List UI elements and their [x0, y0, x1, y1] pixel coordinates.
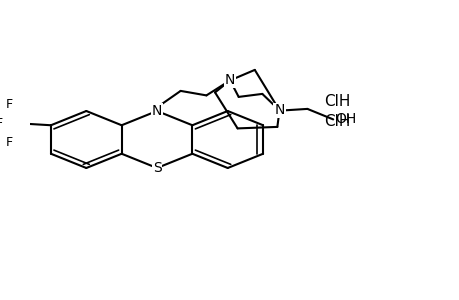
Text: OH: OH: [335, 112, 356, 126]
Text: S: S: [152, 161, 161, 175]
Text: N: N: [151, 104, 162, 118]
Text: F: F: [6, 136, 13, 149]
Text: F: F: [0, 117, 2, 130]
Text: N: N: [224, 74, 235, 87]
Text: N: N: [274, 103, 284, 117]
Text: F: F: [6, 98, 13, 111]
Text: ClH: ClH: [324, 114, 350, 129]
Text: ClH: ClH: [324, 94, 350, 110]
